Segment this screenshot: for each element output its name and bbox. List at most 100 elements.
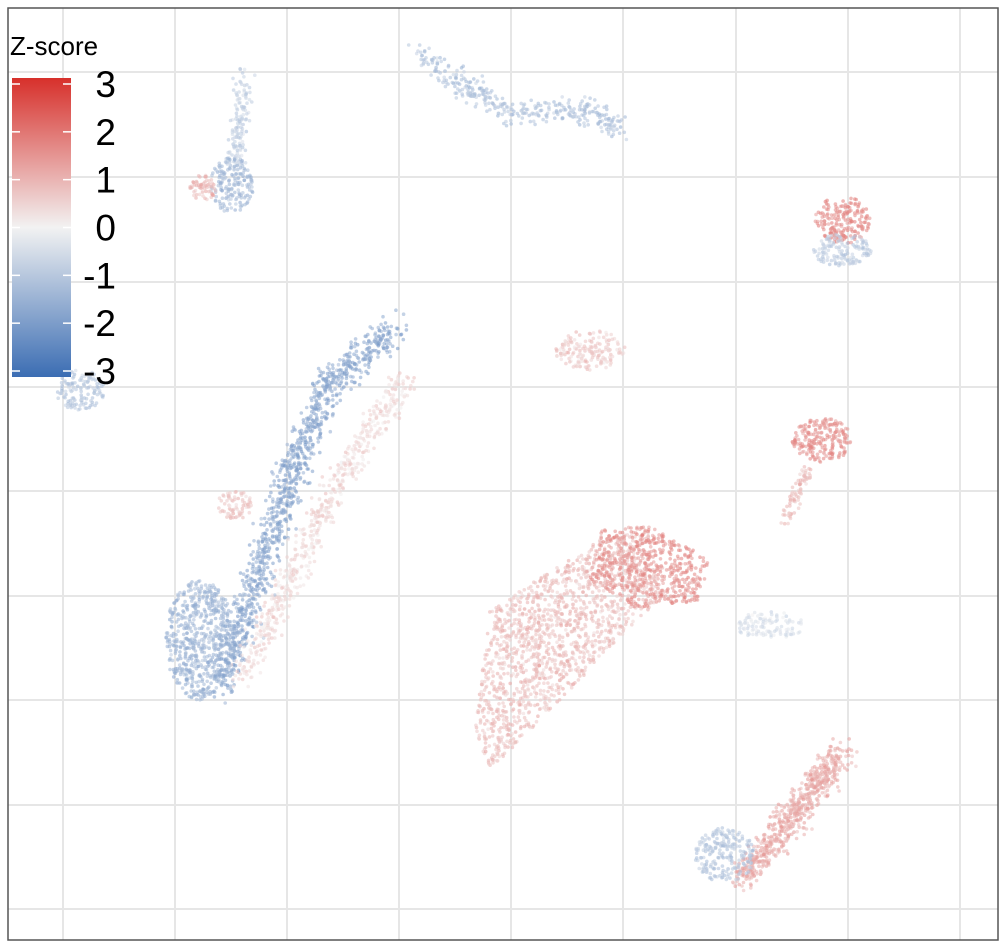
data-point [217,674,221,679]
data-point [246,684,250,689]
data-point [379,337,384,341]
data-point [237,90,241,94]
data-point [183,651,188,656]
data-point [271,615,275,619]
data-point [316,510,321,514]
data-point [199,586,204,591]
data-point [241,105,245,110]
data-point [224,650,229,654]
data-point [827,262,832,267]
data-point [506,109,510,114]
data-point [821,419,825,424]
data-point [194,183,199,188]
data-point [213,628,217,632]
data-point [203,694,207,699]
data-point [324,401,329,406]
data-point [329,499,334,504]
data-point [189,695,194,700]
data-point [824,201,829,205]
data-point [559,357,564,362]
data-point [169,653,173,657]
data-point [566,343,571,347]
data-point [827,240,832,244]
data-point [219,652,224,657]
data-point [239,618,243,623]
data-point [247,97,252,102]
data-point [366,441,371,445]
data-point [244,494,248,499]
data-point [822,219,827,223]
data-point [180,603,185,608]
data-point [220,624,225,629]
data-point [361,436,365,441]
data-point [560,573,564,577]
data-point [318,422,323,426]
data-point [309,572,313,576]
data-point [501,741,506,746]
data-point [787,512,792,516]
data-point [525,648,529,652]
data-point [360,468,364,472]
data-point [249,664,254,669]
data-point [522,684,526,688]
data-point [808,457,812,461]
data-point [349,374,353,379]
data-point [189,583,193,587]
data-point [798,502,802,506]
data-point [209,658,213,663]
data-point [320,513,325,518]
data-point [283,464,287,468]
data-point [486,95,491,99]
data-point [550,589,555,593]
data-point [251,521,255,526]
data-point [463,85,467,90]
data-point [186,622,191,627]
data-point [279,510,284,514]
data-point [580,99,584,103]
data-point [626,593,631,598]
data-point [303,549,308,554]
data-point [265,623,270,628]
data-point [420,53,425,58]
data-point [244,587,248,591]
data-point [397,411,402,416]
data-point [389,377,394,382]
data-point [275,547,280,551]
data-point [577,115,581,119]
data-point [522,640,526,645]
cluster-long-diagonal-right [229,371,417,689]
data-point [363,424,368,429]
data-point [294,469,299,473]
data-point [261,553,266,558]
data-point [597,348,602,352]
data-point [185,677,189,681]
data-point [509,122,513,126]
data-point [513,730,518,734]
data-point [368,429,372,434]
data-point [848,440,853,444]
data-point [376,421,380,426]
data-point [234,82,238,86]
data-point [228,684,233,688]
data-point [267,517,271,521]
data-point [578,655,582,660]
data-point [822,451,827,456]
data-point [277,478,281,483]
data-point [579,359,584,364]
data-point [226,138,231,142]
data-point [609,332,613,337]
data-point [587,331,592,336]
data-point [589,358,594,362]
data-point [227,637,231,641]
data-point [212,594,217,599]
data-point [289,593,293,598]
data-point [288,461,292,466]
data-point [258,620,263,625]
data-point [193,627,198,631]
data-point [367,346,372,350]
data-point [262,604,266,608]
data-point [218,616,223,621]
data-point [826,243,830,248]
data-point [574,640,578,644]
data-point [587,111,592,115]
